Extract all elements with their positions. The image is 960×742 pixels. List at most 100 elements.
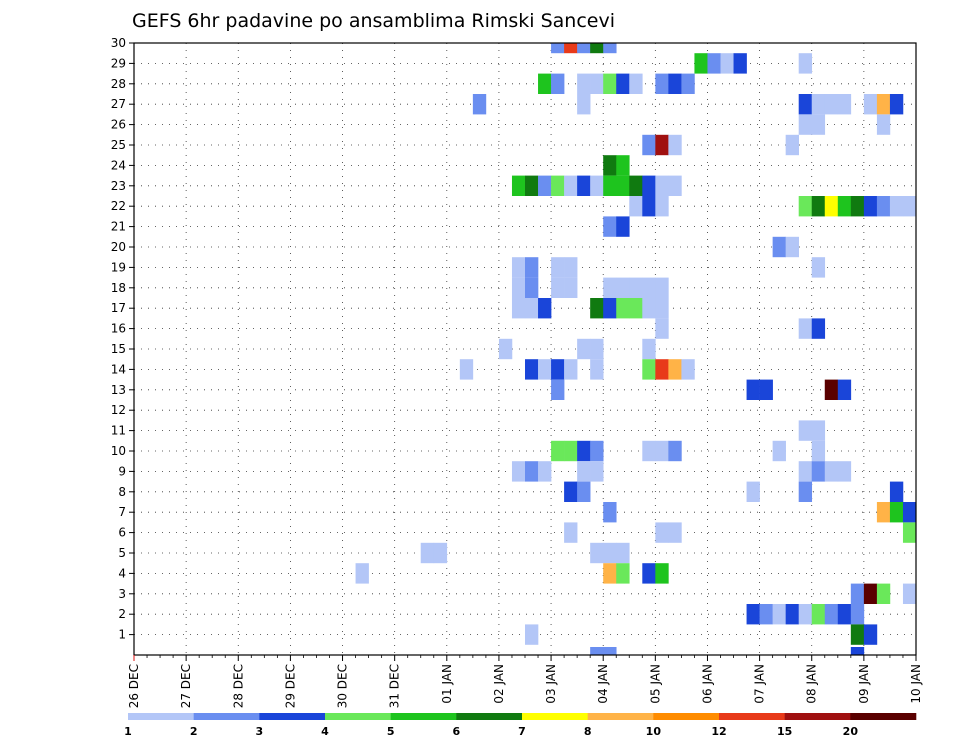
y-tick-label: 19 xyxy=(111,260,126,274)
legend-label: 2 xyxy=(190,725,198,738)
data-cell xyxy=(681,359,695,380)
data-cell xyxy=(590,43,604,54)
data-cell xyxy=(577,338,591,360)
y-tick-label: 21 xyxy=(111,220,126,234)
y-tick-label: 14 xyxy=(111,362,126,376)
data-cell xyxy=(355,563,369,584)
legend-swatch xyxy=(653,713,720,720)
y-tick-label: 10 xyxy=(111,444,126,458)
y-tick-label: 8 xyxy=(118,485,126,499)
data-cell xyxy=(642,277,656,298)
data-cell xyxy=(616,277,630,298)
legend-swatch xyxy=(259,713,326,720)
data-cell xyxy=(629,277,643,298)
data-cell xyxy=(564,440,578,462)
data-cell xyxy=(837,379,852,400)
data-cell xyxy=(511,175,526,196)
legend-label: 8 xyxy=(584,725,592,738)
data-cell xyxy=(798,114,813,135)
data-cell xyxy=(772,440,786,462)
data-cell xyxy=(616,542,630,564)
data-cell xyxy=(511,461,526,482)
data-cell xyxy=(616,216,630,237)
data-cell xyxy=(668,359,682,380)
data-cell xyxy=(629,298,643,319)
data-cell xyxy=(564,257,578,278)
x-tick-label: 31 DEC xyxy=(388,664,402,708)
data-cell xyxy=(590,542,604,564)
data-cell xyxy=(746,481,760,502)
y-tick-label: 1 xyxy=(118,628,126,642)
x-tick-label: 10 JAN xyxy=(909,664,923,704)
data-cell xyxy=(668,73,682,94)
legend-label: 15 xyxy=(777,725,792,738)
data-cell xyxy=(889,481,904,502)
legend-swatch xyxy=(325,713,391,720)
legend-swatch xyxy=(850,713,917,720)
data-cell xyxy=(577,43,591,54)
data-cell xyxy=(590,73,604,94)
data-cell xyxy=(616,298,630,319)
data-cell xyxy=(824,604,839,625)
y-tick-label: 18 xyxy=(111,281,126,295)
data-cell xyxy=(798,94,813,115)
data-cell xyxy=(772,236,786,258)
data-cell xyxy=(603,175,617,196)
data-cell xyxy=(759,604,773,625)
data-cell xyxy=(525,461,539,482)
data-cell xyxy=(577,175,591,196)
y-tick-label: 13 xyxy=(111,383,126,397)
data-cell xyxy=(824,94,839,115)
data-cell xyxy=(655,522,669,543)
x-tick-label: 05 JAN xyxy=(648,664,662,704)
data-cell xyxy=(876,583,891,604)
data-cell xyxy=(668,522,682,543)
data-cell xyxy=(655,563,669,584)
data-cell xyxy=(420,542,435,564)
data-cell xyxy=(824,461,839,482)
data-cell xyxy=(616,563,630,584)
y-tick-label: 16 xyxy=(111,322,126,336)
data-cell xyxy=(720,53,734,74)
data-cell xyxy=(655,196,669,217)
data-cell xyxy=(694,53,708,74)
data-cell xyxy=(590,338,604,360)
data-cell xyxy=(642,196,656,217)
data-cell xyxy=(785,134,799,156)
data-cell xyxy=(655,175,669,196)
x-tick-label: 28 DEC xyxy=(231,664,245,708)
data-cell xyxy=(889,196,904,217)
data-cell xyxy=(577,73,591,94)
data-cell xyxy=(564,522,578,543)
y-tick-label: 22 xyxy=(111,199,126,213)
x-tick-label: 01 JAN xyxy=(440,664,454,704)
data-cell xyxy=(603,502,617,523)
legend-label: 6 xyxy=(453,725,461,738)
data-cell xyxy=(902,583,917,604)
data-cell xyxy=(590,440,604,462)
y-tick-label: 24 xyxy=(111,158,126,172)
x-tick-label: 04 JAN xyxy=(596,664,610,704)
data-cell xyxy=(850,583,865,604)
legend-label: 10 xyxy=(646,725,662,738)
data-cell xyxy=(642,359,656,380)
data-cell xyxy=(668,134,682,156)
y-tick-label: 9 xyxy=(118,464,126,478)
data-cell xyxy=(603,542,617,564)
data-cell xyxy=(459,359,474,380)
data-cell xyxy=(642,298,656,319)
data-cell xyxy=(590,647,604,655)
y-tick-label: 28 xyxy=(111,77,126,91)
data-cell xyxy=(655,359,669,380)
legend-label: 5 xyxy=(387,725,395,738)
data-cells xyxy=(355,43,917,655)
data-cell xyxy=(577,94,591,115)
legend-label: 3 xyxy=(256,725,264,738)
y-tick-label: 4 xyxy=(118,566,126,580)
data-cell xyxy=(551,359,565,380)
data-cell xyxy=(564,359,578,380)
data-cell xyxy=(551,73,565,94)
data-cell xyxy=(811,420,826,441)
data-cell xyxy=(889,94,904,115)
